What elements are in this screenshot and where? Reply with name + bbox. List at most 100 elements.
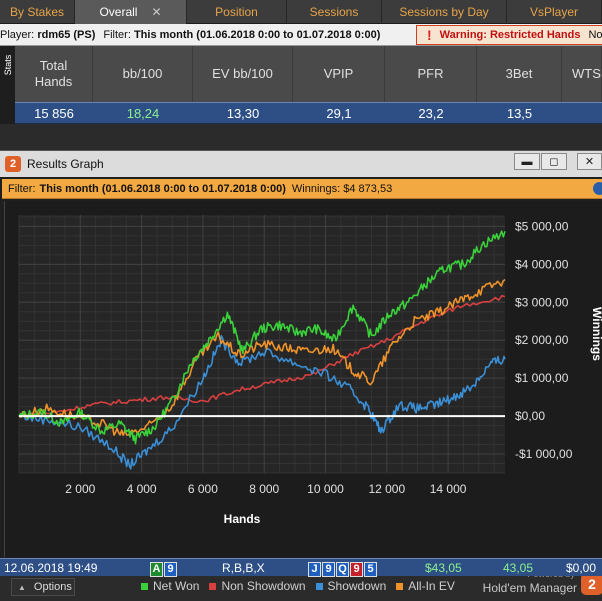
- tab-label: Sessions by Day: [399, 5, 489, 19]
- tab-label: Position: [215, 5, 258, 19]
- cell-vpip: 29,1: [326, 105, 352, 121]
- col-3bet[interactable]: 3Bet: [477, 46, 562, 102]
- player-label: Player:: [0, 28, 35, 41]
- filter-info: Filter: This month (01.06.2018 0:00 to 0…: [103, 29, 380, 41]
- results-chart: 2 000 4 000 6 000 8 000 10 000 12 000 14 000 -$…: [18, 215, 602, 526]
- col-wtsd[interactable]: WTSD: [562, 46, 602, 102]
- tab-position[interactable]: Position: [187, 0, 287, 24]
- legend-swatch: [396, 582, 404, 590]
- legend-swatch: [141, 582, 148, 590]
- series-line-net-won: [18, 230, 506, 445]
- cell-wtsd: [562, 103, 602, 123]
- warning-extra: No C: [588, 29, 602, 41]
- col-pfr[interactable]: PFR: [385, 46, 477, 102]
- hand-bb-won: 43,05: [503, 561, 534, 575]
- tab-label: By Stakes: [9, 5, 65, 19]
- options-label: Options: [33, 581, 72, 593]
- legend-label: Non Showdown: [221, 579, 306, 593]
- close-button[interactable]: ✕: [577, 153, 602, 170]
- col-bb100[interactable]: bb/100: [93, 46, 193, 102]
- col-total-hands[interactable]: Total Hands: [15, 46, 93, 102]
- hm2-logo-icon: 2: [5, 156, 21, 172]
- stats-side-tab[interactable]: Stats: [0, 46, 15, 124]
- header-label: PFR: [417, 66, 444, 81]
- graph-filter-bar: Filter: This month (01.06.2018 0:00 to 0…: [2, 179, 602, 199]
- header-label: VPIP: [323, 66, 354, 81]
- legend-swatch: [209, 582, 217, 590]
- warning-icon: !: [427, 27, 432, 43]
- legend-item-all-in-ev[interactable]: All-In EV: [396, 579, 455, 593]
- window-titlebar[interactable]: 2 Results Graph ▬ ◻ ✕: [0, 151, 602, 177]
- col-vpip[interactable]: VPIP: [293, 46, 385, 102]
- y-tick-label: $4 000,00: [515, 257, 569, 271]
- hand-actions: R,B,B,X: [222, 561, 265, 575]
- series-line-non-showdown: [18, 294, 506, 419]
- legend-item-net-won[interactable]: Net Won: [141, 579, 199, 593]
- header-label: WTSD: [572, 66, 602, 81]
- x-tick-label: 12 000: [368, 482, 405, 496]
- tab-overall[interactable]: Overall ✕: [75, 0, 187, 24]
- warning-text: Warning: Restricted Hands: [439, 29, 581, 41]
- col-ev-bb100[interactable]: EV bb/100: [193, 46, 293, 102]
- close-icon[interactable]: ✕: [151, 5, 162, 19]
- restricted-hands-warning[interactable]: ! Warning: Restricted Hands No C: [416, 25, 602, 45]
- tab-vsplayer[interactable]: VsPlayer: [507, 0, 602, 24]
- player-value: rdm65 (PS): [37, 28, 96, 41]
- legend-item-showdown[interactable]: Showdown: [315, 579, 386, 593]
- legend-swatch: [315, 582, 323, 590]
- hm2-logo-icon: 2: [581, 573, 602, 595]
- filter-bar: Player: rdm65 (PS) Filter: This month (0…: [0, 24, 602, 46]
- options-button[interactable]: ▲ Options: [11, 578, 75, 596]
- tab-sessions[interactable]: Sessions: [287, 0, 382, 24]
- legend-label: Net Won: [153, 579, 200, 593]
- graph-filter-value: This month (01.06.2018 0:00 to 01.07.201…: [39, 182, 286, 195]
- y-tick-label: -$1 000,00: [515, 447, 573, 461]
- cell-ev-bb100: 13,30: [226, 105, 260, 121]
- y-tick-label: $3 000,00: [515, 295, 569, 309]
- window-title: Results Graph: [27, 157, 104, 171]
- x-tick-label: 8 000: [249, 482, 279, 496]
- tab-label: Overall: [99, 5, 138, 19]
- tab-label: VsPlayer: [529, 5, 579, 19]
- card: 9: [322, 561, 335, 577]
- maximize-button[interactable]: ◻: [541, 153, 567, 170]
- y-tick-label: $0,00: [515, 409, 545, 423]
- card: J: [308, 561, 321, 577]
- y-tick-label: $1 000,00: [515, 371, 569, 385]
- header-label: Total Hands: [34, 58, 73, 89]
- cell-pfr: 23,2: [418, 105, 444, 121]
- y-axis-label: Winnings: [590, 307, 602, 361]
- x-axis-label: Hands: [224, 512, 261, 526]
- card: Q: [336, 561, 349, 577]
- tab-bar: By Stakes Overall ✕ Position Sessions Ses…: [0, 0, 602, 24]
- stats-side-label: Stats: [3, 54, 13, 76]
- stats-header-row: Total Hands bb/100 EV bb/100 VPIP PFR 3B…: [15, 46, 602, 102]
- player-info: Player: rdm65 (PS): [0, 29, 95, 41]
- header-label: bb/100: [122, 66, 163, 81]
- minimize-button[interactable]: ▬: [514, 153, 540, 170]
- y-tick-label: $2 000,00: [515, 333, 569, 347]
- hand-extra: $0,00: [566, 561, 597, 575]
- series-line-showdown: [18, 335, 506, 470]
- filter-label: Filter:: [103, 28, 131, 41]
- y-tick-label: $5 000,00: [515, 219, 569, 233]
- x-tick-label: 10 000: [307, 482, 344, 496]
- hand-won: $43,05: [425, 561, 462, 575]
- x-tick-label: 6 000: [188, 482, 218, 496]
- chart-legend: Net Won Non Showdown Showdown All-In EV: [141, 579, 455, 593]
- cell-bb100: 18,24: [126, 105, 160, 121]
- graph-filter-label: Filter:: [8, 182, 36, 195]
- legend-label: All-In EV: [408, 579, 455, 593]
- header-label: EV bb/100: [212, 66, 273, 81]
- caret-up-icon: ▲: [18, 582, 26, 592]
- stats-total-row[interactable]: 15 856 18,24 13,30 29,1 23,2 13,5: [15, 102, 602, 124]
- tab-sessions-by-day[interactable]: Sessions by Day: [382, 0, 507, 24]
- legend-item-non-showdown[interactable]: Non Showdown: [209, 579, 306, 593]
- tab-by-stakes[interactable]: By Stakes: [0, 0, 75, 24]
- graph-winnings: Winnings: $4 873,53: [291, 182, 393, 195]
- background-area: [0, 124, 602, 150]
- info-icon[interactable]: [593, 182, 602, 195]
